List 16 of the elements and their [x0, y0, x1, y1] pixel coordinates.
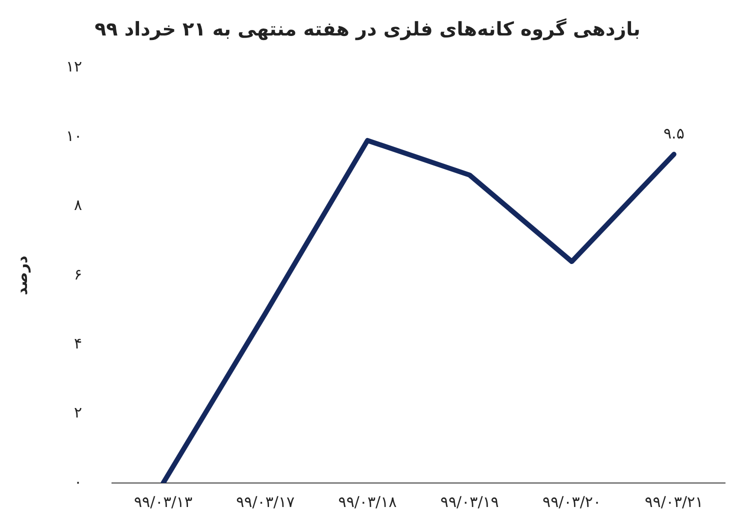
y-tick-label: ۱۰ [66, 126, 82, 145]
y-tick-label: ۰ [74, 472, 82, 491]
y-tick-label: ۶ [74, 265, 82, 284]
x-tick-label: ۹۹/۰۳/۲۱ [644, 492, 704, 511]
y-tick-label: ۸ [74, 196, 82, 214]
y-tick-label: ۴ [74, 334, 82, 352]
x-tick-label: ۹۹/۰۳/۲۰ [542, 492, 602, 511]
x-tick-label: ۹۹/۰۳/۱۸ [338, 492, 397, 511]
y-tick-label: ۲ [74, 404, 82, 422]
x-tick-label: ۹۹/۰۳/۱۳ [134, 492, 192, 511]
y-tick-label: ۱۲ [66, 58, 82, 76]
x-tick-label: ۹۹/۰۳/۱۷ [236, 492, 295, 511]
y-axis-title: درصد [12, 255, 31, 296]
data-label: ۹.۵ [663, 124, 684, 142]
chart-title: بازدهی گروه کانه‌های فلزی در هفته منتهی به ۲۱ خرداد ۹۹ [94, 17, 640, 40]
x-tick-label: ۹۹/۰۳/۱۹ [440, 492, 499, 511]
